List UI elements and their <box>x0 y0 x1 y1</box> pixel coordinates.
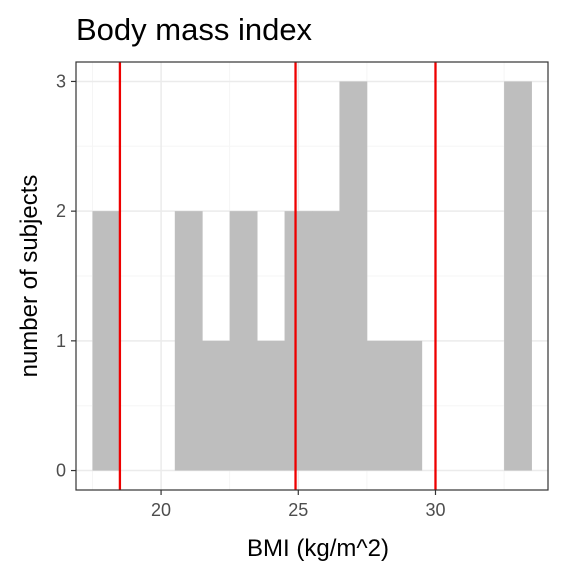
y-tick-label: 3 <box>56 71 66 91</box>
histogram-bar <box>394 340 423 471</box>
histogram-bar <box>284 211 313 471</box>
histogram-bars <box>92 81 532 471</box>
x-axis-title: BMI (kg/m^2) <box>247 535 389 562</box>
chart-title: Body mass index <box>76 12 313 47</box>
y-axis: 0 1 2 3 <box>56 71 76 481</box>
histogram-bar <box>229 211 258 471</box>
histogram-bar <box>504 81 532 471</box>
histogram-bar <box>366 340 395 471</box>
x-tick-label: 30 <box>425 500 445 520</box>
x-tick-label: 20 <box>151 500 171 520</box>
histogram-bar <box>339 81 368 471</box>
histogram-bar <box>312 211 340 471</box>
x-axis: 20 25 30 <box>151 490 446 520</box>
reference-lines <box>118 62 437 490</box>
histogram-bar <box>257 340 285 471</box>
x-tick-label: 25 <box>288 500 308 520</box>
histogram-bar <box>174 211 203 471</box>
histogram-bar <box>92 211 121 471</box>
histogram-bar <box>202 340 231 471</box>
y-tick-label: 1 <box>56 331 66 351</box>
y-tick-label: 2 <box>56 201 66 221</box>
y-axis-title: number of subjects <box>16 175 43 378</box>
panel-border <box>75 61 549 491</box>
y-tick-label: 0 <box>56 461 66 481</box>
